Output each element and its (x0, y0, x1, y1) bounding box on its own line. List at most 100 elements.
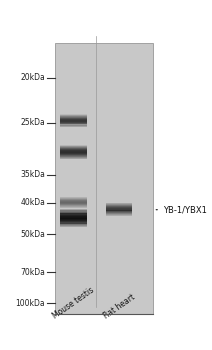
Bar (106, 206, 132, 207)
Bar (106, 215, 132, 216)
Bar (60, 151, 87, 152)
Bar (60, 117, 87, 118)
Bar (60, 155, 87, 156)
Bar (60, 225, 87, 226)
Text: 40kDa: 40kDa (20, 198, 45, 207)
Bar (60, 214, 87, 215)
Bar (60, 225, 87, 226)
Bar (60, 218, 87, 219)
Bar (60, 220, 87, 221)
Bar (60, 197, 87, 198)
Bar (60, 205, 87, 206)
Bar (60, 121, 87, 122)
Bar (60, 118, 87, 119)
Bar (60, 216, 87, 217)
Bar (60, 210, 87, 211)
Bar (60, 148, 87, 149)
Bar (60, 154, 87, 155)
Bar (60, 114, 87, 115)
Bar (60, 120, 87, 121)
Bar (60, 125, 87, 126)
Bar (106, 205, 132, 206)
Text: 70kDa: 70kDa (20, 268, 45, 277)
Bar (60, 154, 87, 155)
Bar (106, 211, 132, 212)
Bar (60, 145, 87, 146)
Bar (60, 199, 87, 200)
Bar (60, 205, 87, 206)
Bar (60, 222, 87, 223)
Bar (106, 210, 132, 211)
Bar (106, 203, 132, 204)
Bar (60, 153, 87, 154)
Bar (60, 218, 87, 219)
Bar (60, 209, 87, 210)
Bar (106, 214, 132, 215)
Bar (60, 146, 87, 147)
Bar (106, 203, 132, 204)
Bar (106, 211, 132, 212)
Bar (60, 121, 87, 122)
Bar (60, 156, 87, 157)
Bar (60, 201, 87, 202)
Bar (60, 214, 87, 215)
Bar (60, 199, 87, 200)
Bar (60, 201, 87, 202)
Bar (60, 204, 87, 205)
Bar (60, 123, 87, 124)
Bar (60, 215, 87, 216)
Bar (60, 219, 87, 220)
Bar (106, 213, 132, 214)
Bar (106, 215, 132, 216)
Bar (60, 216, 87, 217)
Bar (60, 150, 87, 151)
Bar (106, 214, 132, 215)
Bar (60, 214, 87, 215)
Bar (60, 126, 87, 127)
Bar (60, 152, 87, 153)
Bar (106, 204, 132, 205)
Bar (60, 200, 87, 201)
Bar (106, 206, 132, 207)
Bar (60, 123, 87, 124)
Bar (106, 210, 132, 211)
Bar (60, 124, 87, 125)
Bar (60, 149, 87, 150)
Bar (60, 124, 87, 125)
Bar (60, 116, 87, 117)
Bar (60, 226, 87, 227)
Bar (60, 223, 87, 224)
Text: 20kDa: 20kDa (20, 73, 45, 82)
Bar (60, 211, 87, 212)
Bar (60, 198, 87, 199)
Bar (106, 205, 132, 206)
Bar (60, 216, 87, 217)
Bar (60, 117, 87, 118)
Bar (106, 209, 132, 210)
Bar (60, 153, 87, 154)
Bar (60, 155, 87, 156)
Bar (60, 150, 87, 151)
Bar (60, 156, 87, 157)
Bar (60, 224, 87, 225)
Text: 100kDa: 100kDa (15, 299, 45, 308)
Bar (60, 212, 87, 213)
Bar (60, 125, 87, 126)
Bar (60, 206, 87, 207)
Bar (106, 208, 132, 209)
Bar (106, 208, 132, 209)
Bar (106, 207, 132, 208)
Bar (60, 149, 87, 150)
Bar (60, 215, 87, 216)
Bar (60, 207, 87, 208)
Bar (106, 212, 132, 213)
Bar (60, 206, 87, 207)
Bar (60, 219, 87, 220)
Bar (60, 203, 87, 204)
Bar (60, 225, 87, 226)
Bar (60, 219, 87, 220)
Bar (60, 226, 87, 227)
Text: YB-1/YBX1: YB-1/YBX1 (156, 205, 207, 214)
Bar (60, 147, 87, 148)
Bar (60, 114, 87, 115)
